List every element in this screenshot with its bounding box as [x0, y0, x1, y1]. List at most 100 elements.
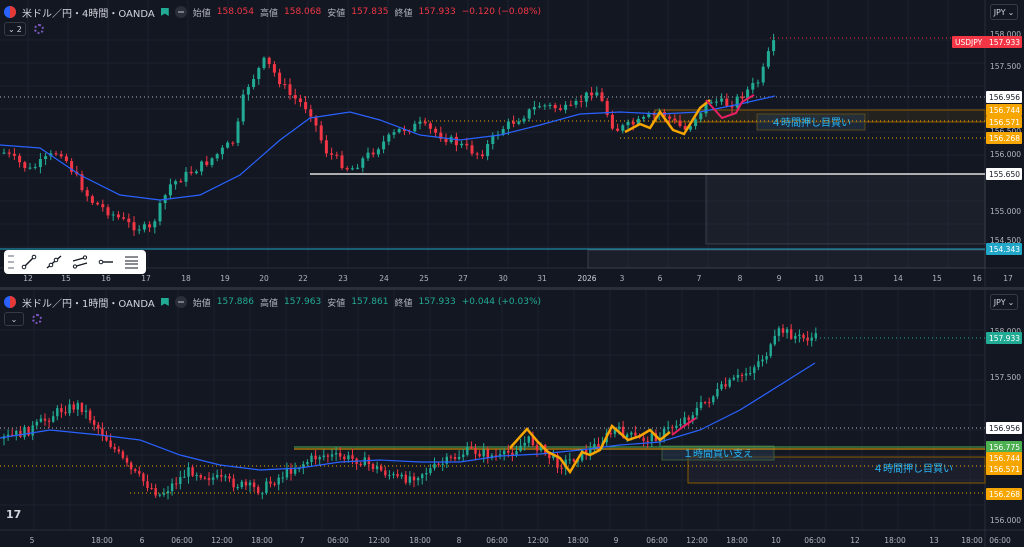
indicator-settings-icon[interactable]	[33, 24, 44, 34]
candle-body	[105, 435, 108, 441]
chart-pane-4h[interactable]: ４時間押し目買い 158.000 157.500 156.500 156.000 155.…	[0, 0, 1024, 287]
horizontal-ray-icon[interactable]	[95, 252, 117, 272]
indicator-settings-icon[interactable]	[32, 314, 42, 324]
fib-retracement-icon[interactable]	[120, 252, 142, 272]
price-tag-value: 154.343	[989, 245, 1020, 254]
candle-body	[240, 481, 243, 488]
candle-body	[777, 328, 781, 336]
candle-body	[667, 427, 670, 429]
time-tick: 24	[379, 274, 389, 283]
candle-body	[687, 417, 690, 420]
low-label: 安値	[327, 8, 346, 19]
candle-body	[2, 152, 6, 154]
candle-body	[272, 64, 276, 73]
price-tag-value: 156.571	[989, 118, 1020, 127]
candle-body	[416, 478, 420, 481]
price-chart-4h[interactable]: ４時間押し目買い 158.000 157.500 156.500 156.000 155.…	[0, 0, 1024, 287]
time-tick: 18:00	[884, 536, 906, 545]
candle-body	[319, 125, 323, 141]
indicator-row: ⌄	[4, 312, 42, 326]
zigzag-orange	[509, 423, 671, 475]
chart-pane-1h[interactable]: ４時間押し目買い １時間買い支え 158.000 157.500 156.000 157.…	[0, 290, 1024, 547]
symbol-title[interactable]: 米ドル／円・4時間・OANDA	[22, 8, 155, 20]
candle-body	[113, 447, 116, 450]
tradingview-logo[interactable]: 17	[6, 508, 22, 521]
candle-body	[121, 451, 125, 458]
candle-body	[568, 459, 571, 461]
candle-body	[478, 453, 481, 457]
parallel-channel-icon[interactable]	[69, 252, 91, 272]
time-tick: 12	[850, 536, 860, 545]
time-tick: 12:00	[527, 536, 549, 545]
candle-body	[564, 104, 568, 110]
candle-body	[572, 459, 576, 462]
candle-body	[304, 102, 308, 110]
price-tick: 157.500	[990, 373, 1021, 382]
price-chart-1h[interactable]: ４時間押し目買い １時間買い支え 158.000 157.500 156.000 157.…	[0, 290, 1024, 547]
visibility-icon[interactable]	[174, 296, 187, 308]
time-tick: 7	[697, 274, 702, 283]
chevron-down-icon: ⌄	[10, 314, 18, 324]
candle-body	[380, 466, 383, 471]
time-tick: 30	[498, 274, 508, 283]
candle-body	[12, 153, 16, 156]
candle-body	[679, 424, 682, 426]
trend-line-icon[interactable]	[18, 252, 40, 272]
candle-body	[174, 181, 178, 185]
candle-body	[678, 120, 682, 127]
candle-body	[434, 128, 438, 133]
candle-body	[757, 361, 760, 368]
price-tag-value: 156.744	[989, 106, 1020, 115]
candle-body	[273, 483, 276, 485]
price-tag	[986, 422, 1022, 434]
ray-line-icon[interactable]	[44, 252, 66, 272]
candle-body	[548, 452, 551, 459]
candle-body	[433, 463, 436, 469]
drag-handle-icon[interactable]	[8, 255, 14, 269]
currency-label: JPY	[993, 297, 1006, 307]
candle-body	[28, 167, 32, 169]
pane-divider[interactable]	[0, 287, 1024, 290]
change-value: −0.120 (−0.08%)	[461, 7, 542, 17]
time-tick: 10	[814, 274, 824, 283]
candle-body	[371, 464, 375, 470]
bookmark-icon[interactable]	[160, 298, 169, 306]
candle-body	[127, 218, 131, 223]
candle-body	[621, 426, 625, 438]
symbol-title[interactable]: 米ドル／円・1時間・OANDA	[22, 298, 155, 310]
collapse-indicators-button[interactable]: ⌄ 2	[4, 22, 26, 36]
candle-body	[634, 432, 637, 436]
candle-body	[445, 456, 448, 464]
candle-body	[158, 494, 161, 496]
candle-body	[330, 454, 334, 457]
price-tag	[986, 243, 1022, 255]
candle-body	[642, 116, 646, 119]
candle-body	[44, 156, 48, 160]
candle-body	[539, 444, 543, 451]
time-tick: 22	[298, 274, 308, 283]
price-tag-value: 156.571	[989, 465, 1020, 474]
candle-body	[716, 388, 719, 397]
close-value: 157.933	[418, 297, 456, 307]
candle-body	[314, 455, 317, 460]
collapse-indicators-button[interactable]: ⌄	[4, 312, 24, 326]
candle-body	[361, 158, 365, 168]
buy-zone-4h	[687, 456, 986, 484]
visibility-icon[interactable]	[174, 6, 187, 18]
currency-select[interactable]: JPY ⌄	[990, 4, 1018, 20]
moving-average-line	[0, 362, 816, 471]
candle-body	[740, 96, 744, 99]
bookmark-icon[interactable]	[160, 8, 169, 16]
candle-body	[179, 477, 182, 485]
candle-body	[154, 488, 157, 496]
candle-body	[400, 474, 403, 477]
candle-body	[470, 145, 474, 154]
drawing-toolbar[interactable]	[4, 250, 146, 274]
candle-body	[207, 477, 211, 480]
currency-select[interactable]: JPY ⌄	[990, 294, 1018, 310]
candle-body	[532, 107, 536, 110]
price-tick: 156.000	[990, 516, 1021, 525]
price-tag-value: 157.933	[989, 334, 1020, 343]
candle-body	[751, 83, 755, 90]
candle-body	[396, 474, 399, 477]
